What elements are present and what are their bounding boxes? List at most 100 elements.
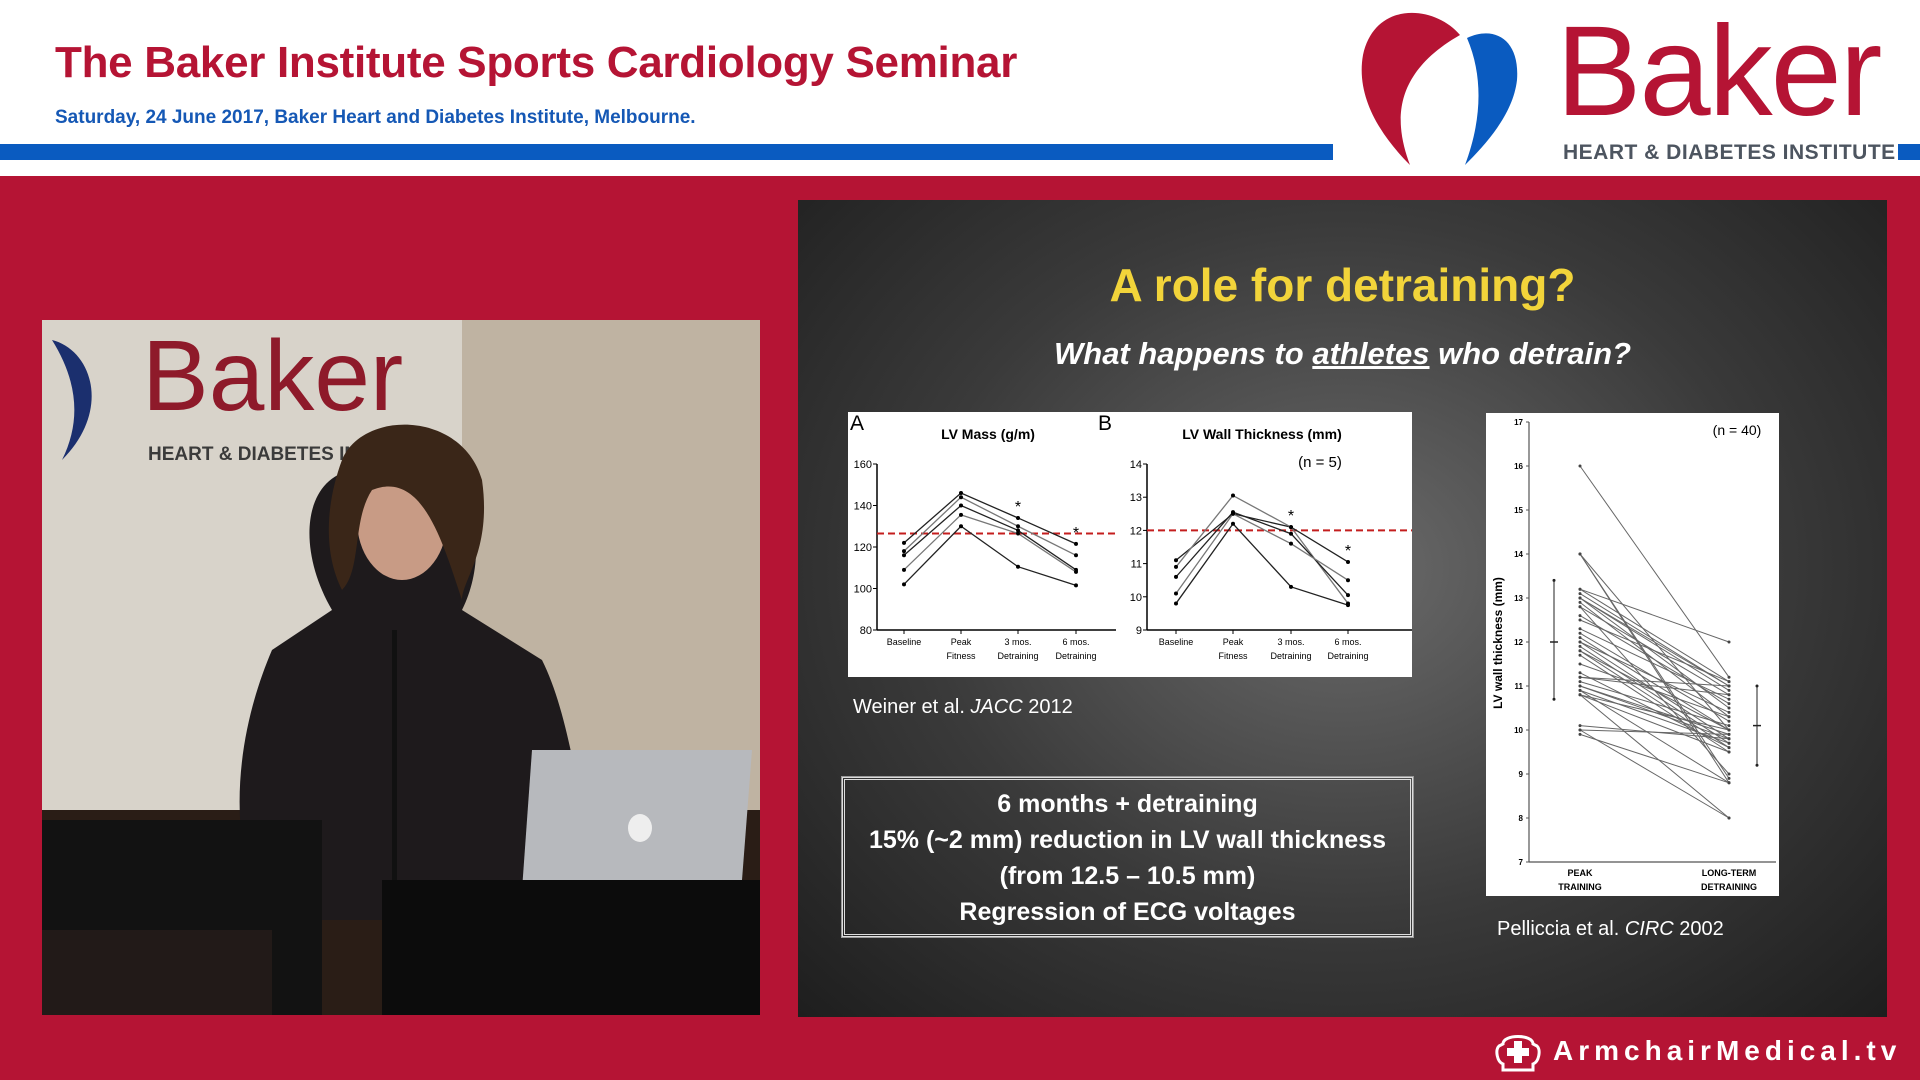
x-tick-label: Baseline: [1159, 637, 1194, 647]
header-banner: The Baker Institute Sports Cardiology Se…: [0, 0, 1920, 176]
data-point: [1074, 583, 1078, 588]
significance-marker: *: [1345, 543, 1351, 560]
y-axis-label: LV wall thickness (mm): [1491, 577, 1505, 709]
data-point: [1578, 600, 1582, 604]
y-tick-label: 16: [1514, 462, 1523, 471]
y-tick-label: 14: [1130, 459, 1142, 471]
data-point: [1578, 684, 1582, 688]
subject-line: [1579, 694, 1730, 731]
backdrop-logo-word: Baker: [142, 320, 403, 432]
y-tick-label: 12: [1514, 638, 1523, 647]
subject-line: [1579, 694, 1730, 753]
data-point: [1016, 524, 1020, 529]
chart-title: LV Wall Thickness (mm): [1182, 426, 1341, 442]
chart-annotation: (n = 40): [1713, 422, 1762, 438]
data-point: [1578, 605, 1582, 609]
header-divider: [0, 144, 1333, 160]
data-point: [1578, 644, 1582, 648]
data-point: [1289, 541, 1293, 546]
data-point: [1174, 558, 1178, 563]
data-point: [1289, 584, 1293, 589]
data-point: [1231, 493, 1235, 498]
data-point: [902, 553, 906, 558]
subtitle-text-end: who detrain?: [1429, 336, 1631, 371]
chart-annotation: (n = 5): [1298, 454, 1342, 471]
chart-title: LV Mass (g/m): [941, 426, 1035, 442]
series-line: [1175, 522, 1349, 606]
caption-pelliccia: Pelliccia et al. CIRC 2002: [1497, 918, 1724, 941]
y-tick-label: 160: [854, 459, 872, 471]
data-point: [1578, 640, 1582, 644]
y-tick-label: 13: [1130, 492, 1142, 504]
data-point: [1346, 559, 1350, 564]
data-point: [959, 491, 963, 496]
subject-line: [1579, 681, 1730, 727]
caption-journal: JACC: [970, 696, 1023, 718]
panel-letter: B: [1098, 412, 1112, 435]
data-point: [1578, 627, 1582, 631]
data-point: [1174, 564, 1178, 569]
data-point: [902, 549, 906, 554]
data-point: [1578, 675, 1582, 679]
data-point: [1074, 541, 1078, 546]
series-line: [903, 514, 1077, 573]
data-point: [959, 495, 963, 500]
subject-line: [1579, 650, 1730, 749]
data-point: [1727, 693, 1731, 697]
data-point: [1074, 569, 1078, 574]
data-point: [1016, 531, 1020, 536]
data-point: [1727, 706, 1731, 710]
summary-line: 6 months + detraining: [997, 790, 1258, 818]
data-point: [1578, 636, 1582, 640]
data-point: [1346, 593, 1350, 598]
baker-logo-word: Baker: [1556, 0, 1882, 143]
armchair-cross-icon: [1495, 1035, 1541, 1072]
subject-line: [1579, 663, 1730, 718]
data-point: [1578, 649, 1582, 653]
caption-year: 2012: [1022, 696, 1073, 718]
y-tick-label: 120: [854, 542, 872, 554]
series-line: [903, 525, 1077, 587]
caption-year: 2002: [1673, 918, 1724, 940]
data-point: [1289, 525, 1293, 530]
data-point: [1727, 781, 1731, 785]
x-tick-label: PEAK: [1567, 868, 1593, 878]
data-point: [1074, 553, 1078, 558]
subject-line: [1579, 615, 1730, 705]
subject-line: [1579, 729, 1730, 735]
subtitle-text: What happens to: [1054, 336, 1313, 371]
series-line: [903, 504, 1077, 571]
backdrop-logo-sub: HEART & DIABETES INSTIT: [148, 444, 400, 465]
x-tick-label: Fitness: [946, 651, 976, 661]
summary-line: (from 12.5 – 10.5 mm): [999, 862, 1256, 890]
data-point: [959, 503, 963, 508]
speaker-video-scene: Baker HEART & DIABETES INSTIT: [42, 320, 760, 1015]
subject-line: [1579, 597, 1730, 687]
data-point: [1231, 511, 1235, 516]
x-tick-label: Peak: [1223, 637, 1244, 647]
data-point: [1578, 592, 1582, 596]
chart-weiner: A LV Mass (g/m) 80 100 120 140 160 Baseline Peak…: [848, 412, 1412, 677]
y-tick-label: 8: [1519, 814, 1524, 823]
x-tick-label: 6 mos.: [1334, 637, 1361, 647]
data-point: [1727, 816, 1731, 820]
data-point: [1727, 680, 1731, 684]
subject-line: [1579, 645, 1730, 744]
y-tick-label: 9: [1136, 625, 1142, 637]
y-tick-label: 12: [1130, 525, 1142, 537]
data-point: [1727, 688, 1731, 692]
series-line: [1175, 511, 1349, 596]
header-divider-right: [1898, 144, 1920, 160]
x-tick-label: Fitness: [1218, 651, 1248, 661]
data-point: [1727, 719, 1731, 723]
data-point: [1727, 728, 1731, 732]
data-point: [1578, 688, 1582, 692]
series-line: [1175, 512, 1349, 594]
baker-heart-logo-icon: [1361, 12, 1518, 165]
subject-line: [1579, 588, 1730, 643]
baker-logo-subtitle: HEART & DIABETES INSTITUTE: [1563, 141, 1896, 164]
data-point: [1578, 614, 1582, 618]
x-tick-label: Peak: [951, 637, 972, 647]
x-tick-label: LONG-TERM: [1702, 868, 1757, 878]
speaker-video: Baker HEART & DIABETES INSTIT: [42, 320, 760, 1015]
